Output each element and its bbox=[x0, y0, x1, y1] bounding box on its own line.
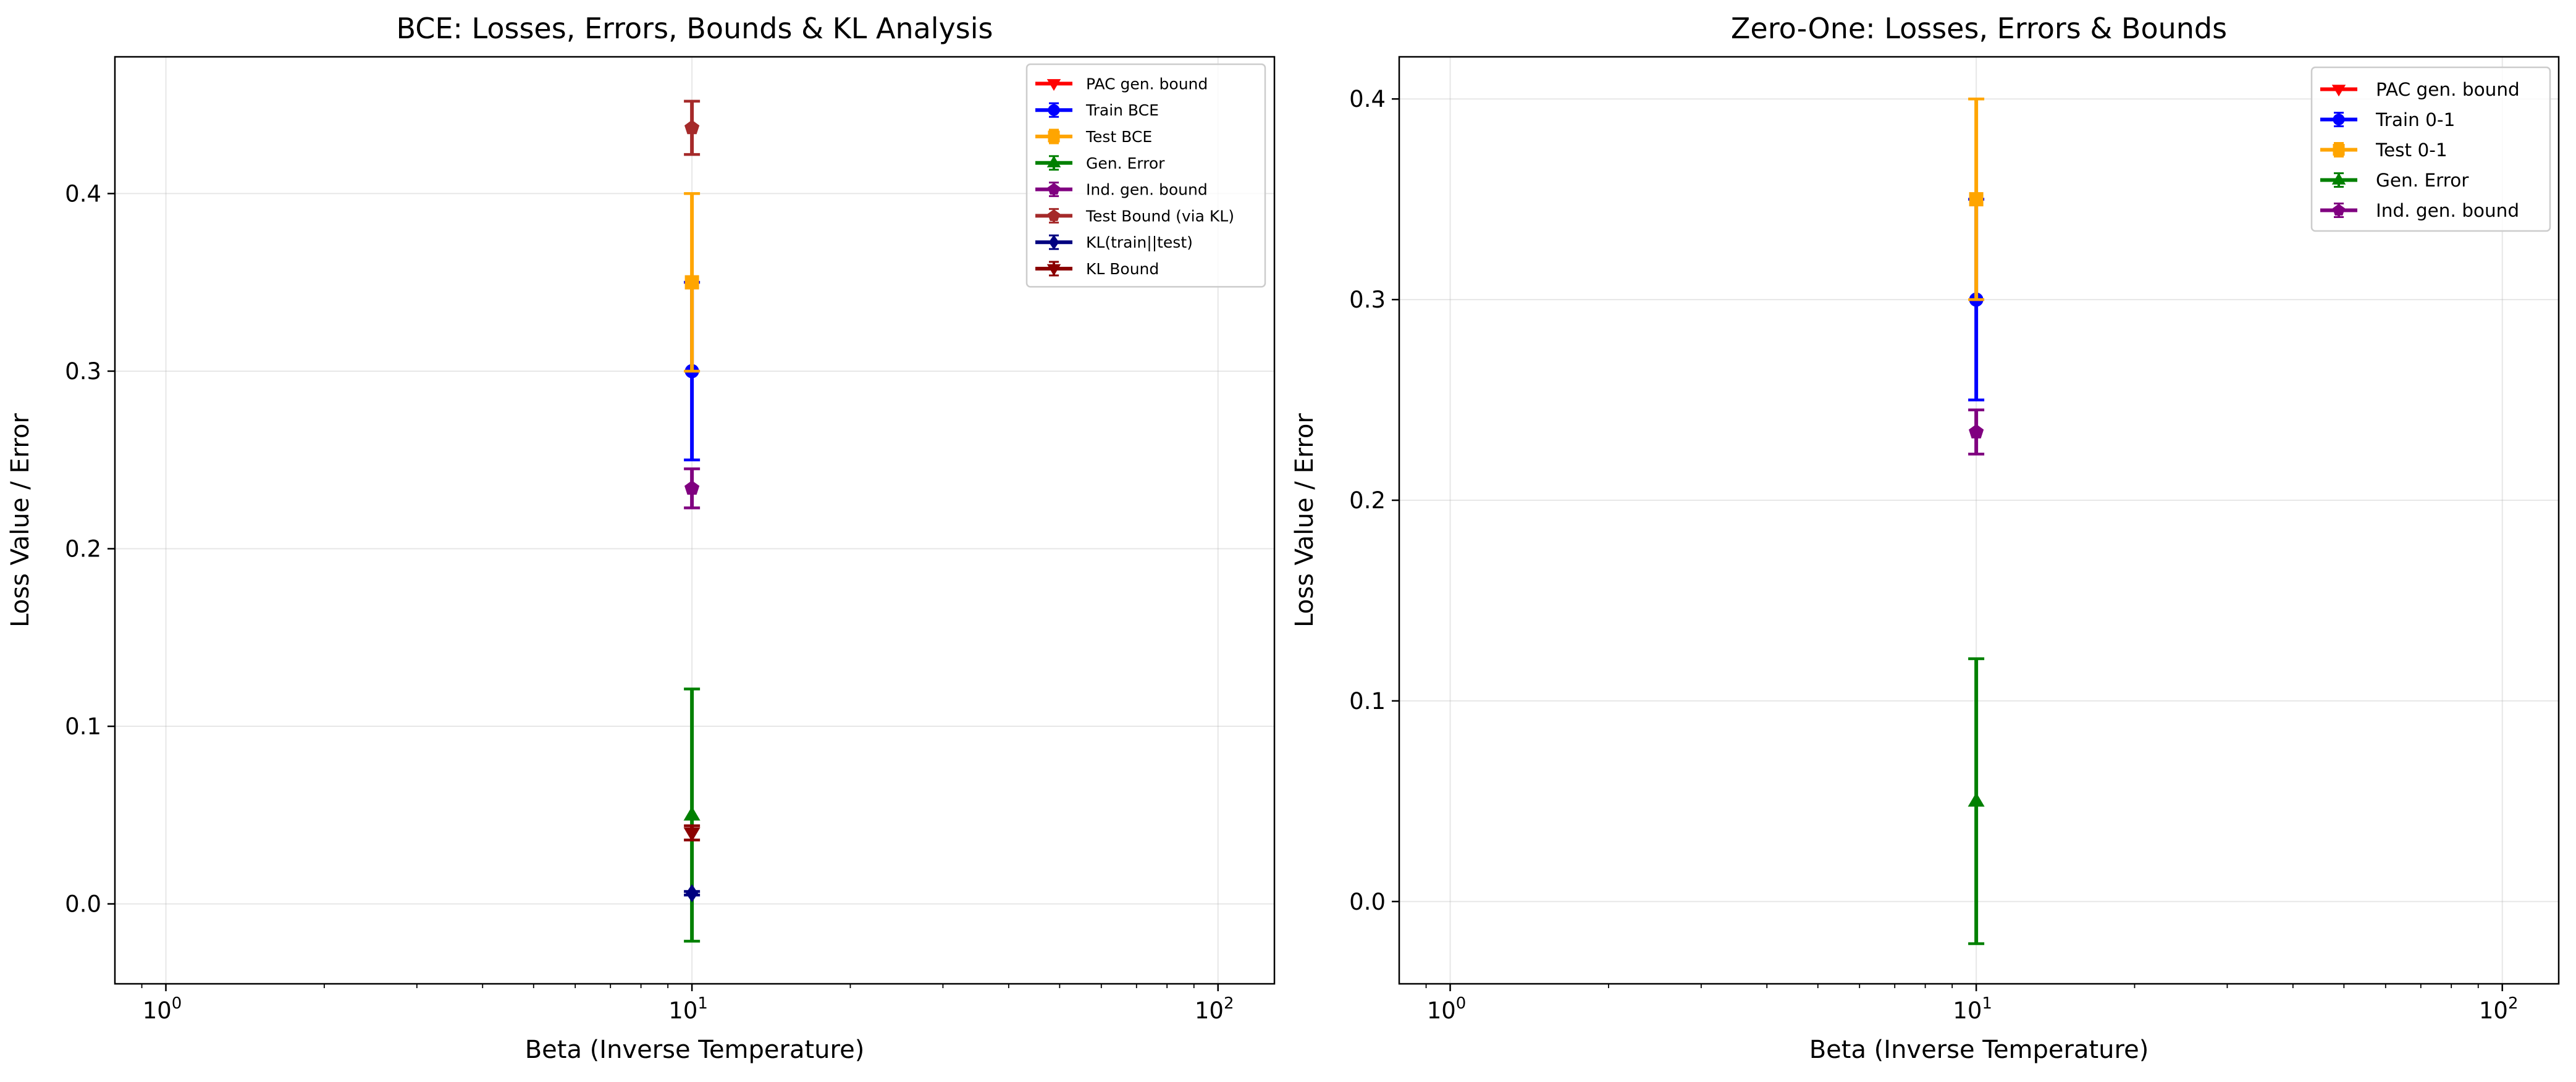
legend-box bbox=[1025, 63, 1266, 288]
y-tick-label: 0.2 bbox=[65, 536, 101, 563]
legend-item-4: Gen. Error bbox=[2320, 170, 2469, 191]
y-tick-label: 0.0 bbox=[65, 891, 101, 918]
x-tick-label: 101 bbox=[1953, 994, 1992, 1024]
legend-box bbox=[2310, 66, 2551, 232]
legend-item-7: KL(train||test) bbox=[1035, 233, 1193, 251]
legend-item-2: Train BCE bbox=[1035, 101, 1159, 119]
y-tick-label: 0.1 bbox=[65, 713, 101, 740]
x-tick-label: 100 bbox=[1427, 994, 1467, 1024]
axes-border bbox=[114, 56, 1276, 985]
legend-item-3: Test BCE bbox=[1035, 128, 1152, 146]
x-tick-exponent: 2 bbox=[1224, 994, 1234, 1013]
x-tick-label: 102 bbox=[2479, 994, 2519, 1024]
x-tick-exponent: 0 bbox=[172, 994, 182, 1013]
y-axis-label: Loss Value / Error bbox=[1290, 413, 1319, 627]
legend-label: PAC gen. bound bbox=[1086, 75, 1208, 93]
legend-label: Gen. Error bbox=[2376, 170, 2469, 191]
plot-area bbox=[1968, 97, 1985, 946]
data-point-5 bbox=[684, 480, 700, 495]
y-tick-label: 0.1 bbox=[1349, 688, 1386, 715]
axes-frame bbox=[114, 56, 1276, 985]
x-axis-label: Beta (Inverse Temperature) bbox=[525, 1036, 865, 1064]
legend-marker bbox=[2333, 114, 2345, 125]
data-point-8 bbox=[683, 827, 701, 842]
legend: PAC gen. bound Train BCE Test BCE Gen. Erro… bbox=[1025, 63, 1266, 288]
legend-marker bbox=[1046, 264, 1061, 276]
data-point-5 bbox=[1969, 424, 1984, 438]
legend-label: Test Bound (via KL) bbox=[1085, 207, 1234, 225]
legend-item-2: Train 0-1 bbox=[2320, 109, 2455, 130]
y-tick-label: 0.4 bbox=[65, 180, 101, 207]
legend-item-8: KL Bound bbox=[1035, 260, 1159, 278]
data-point-7 bbox=[686, 884, 699, 902]
legend-marker bbox=[2331, 172, 2346, 185]
legend-item-6: Test Bound (via KL) bbox=[1035, 207, 1234, 225]
legend-label: KL Bound bbox=[1086, 260, 1159, 278]
legend: PAC gen. bound Train 0-1 Test 0-1 Gen. Erro… bbox=[2310, 66, 2551, 232]
legend-label: Ind. gen. bound bbox=[1086, 181, 1208, 199]
legend-marker bbox=[2332, 203, 2346, 216]
legend-label: KL(train||test) bbox=[1086, 233, 1193, 251]
y-tick-label: 0.2 bbox=[1349, 487, 1386, 514]
y-axis-label: Loss Value / Error bbox=[6, 413, 35, 627]
legend-marker bbox=[1047, 183, 1061, 195]
legend-item-1: PAC gen. bound bbox=[2320, 79, 2520, 100]
x-tick-label: 101 bbox=[668, 994, 708, 1024]
x-tick-base: 10 bbox=[668, 997, 697, 1024]
x-tick-exponent: 0 bbox=[1456, 994, 1467, 1013]
plot-area bbox=[683, 99, 701, 943]
data-point-4 bbox=[683, 806, 701, 821]
legend-marker bbox=[1048, 235, 1059, 250]
chart-title: Zero-One: Losses, Errors & Bounds bbox=[1731, 12, 2227, 45]
legend-label: Ind. gen. bound bbox=[2376, 200, 2519, 221]
data-point-6 bbox=[684, 120, 700, 135]
axes-border bbox=[1398, 56, 2560, 985]
data-point-3 bbox=[1969, 192, 1984, 207]
legend-label: Test 0-1 bbox=[2375, 140, 2448, 161]
legend-label: Gen. Error bbox=[1086, 154, 1165, 172]
x-tick-base: 10 bbox=[143, 997, 172, 1024]
x-axis-label: Beta (Inverse Temperature) bbox=[1809, 1036, 2149, 1064]
legend-label: Test BCE bbox=[1085, 128, 1152, 146]
x-tick-base: 10 bbox=[2479, 997, 2508, 1024]
legend-marker bbox=[2333, 144, 2345, 156]
x-tick-base: 10 bbox=[1953, 997, 1982, 1024]
legend-label: PAC gen. bound bbox=[2376, 79, 2520, 100]
legend-label: Train BCE bbox=[1085, 101, 1159, 119]
data-point-3 bbox=[684, 275, 699, 290]
legend-item-4: Gen. Error bbox=[1035, 154, 1165, 172]
x-tick-label: 100 bbox=[143, 994, 182, 1024]
axes-frame bbox=[1398, 56, 2560, 985]
y-tick-label: 0.4 bbox=[1349, 86, 1386, 112]
y-tick-label: 0.3 bbox=[1349, 287, 1386, 313]
x-tick-label: 102 bbox=[1195, 994, 1234, 1024]
legend-item-5: Ind. gen. bound bbox=[2320, 200, 2519, 221]
legend-marker bbox=[1048, 104, 1060, 116]
legend-label: Train 0-1 bbox=[2375, 109, 2455, 130]
data-point-4 bbox=[1968, 792, 1985, 807]
x-tick-base: 10 bbox=[1195, 997, 1224, 1024]
legend-marker bbox=[2331, 85, 2346, 97]
x-tick-exponent: 1 bbox=[1982, 994, 1992, 1013]
legend-marker bbox=[1048, 130, 1060, 143]
legend-item-5: Ind. gen. bound bbox=[1035, 181, 1208, 199]
chart-title: BCE: Losses, Errors, Bounds & KL Analysi… bbox=[396, 12, 993, 45]
legend-marker bbox=[1046, 156, 1061, 168]
legend-item-3: Test 0-1 bbox=[2320, 140, 2448, 161]
x-tick-exponent: 2 bbox=[2508, 994, 2519, 1013]
legend-item-1: PAC gen. bound bbox=[1035, 75, 1208, 93]
x-tick-exponent: 1 bbox=[697, 994, 708, 1013]
legend-marker bbox=[1046, 79, 1061, 91]
legend-marker bbox=[1047, 209, 1061, 221]
x-tick-base: 10 bbox=[1427, 997, 1456, 1024]
y-tick-label: 0.3 bbox=[65, 358, 101, 385]
y-tick-label: 0.0 bbox=[1349, 889, 1386, 915]
